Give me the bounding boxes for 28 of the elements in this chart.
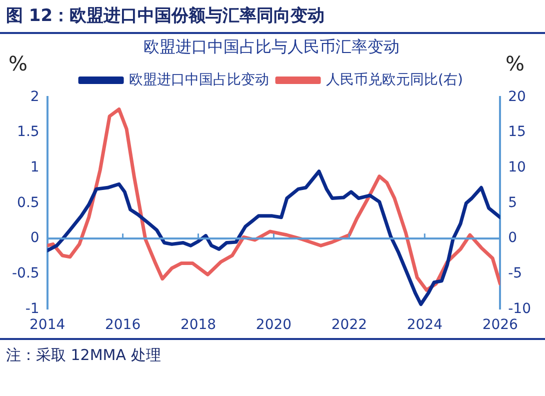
- y2-tick-label: -5: [508, 266, 522, 282]
- chart-title: 图 12：欧盟进口中国份额与汇率同向变动: [0, 0, 545, 34]
- y2-tick-label: 5: [508, 194, 518, 211]
- y2-tick-label: 0: [508, 230, 518, 246]
- legend-label: 欧盟进口中国占比变动: [129, 72, 270, 88]
- chart-subtitle: 欧盟进口中国占比与人民币汇率变动: [144, 36, 400, 56]
- x-tick-label: 2026: [482, 317, 518, 334]
- y2-axis-title: %: [505, 51, 525, 76]
- y-tick-label: 0.5: [17, 194, 40, 211]
- y2-tick-label: 15: [508, 124, 526, 140]
- x-tick-label: 2022: [331, 317, 368, 334]
- y-tick-label: -1: [25, 300, 40, 317]
- y-tick-label: 1: [30, 160, 40, 176]
- y-axis-title: %: [8, 51, 28, 76]
- legend-label: 人民币兑欧元同比(右): [326, 72, 463, 88]
- y2-tick-label: -10: [508, 300, 532, 317]
- y-tick-label: 1.5: [17, 124, 40, 140]
- y-tick-label: 0: [30, 230, 40, 246]
- x-tick-label: 2018: [180, 317, 216, 334]
- x-tick-label: 2020: [256, 317, 292, 334]
- text: 注：采取 12MMA 处理: [6, 346, 161, 364]
- y2-tick-label: 20: [508, 88, 526, 105]
- x-tick-label: 2024: [406, 317, 443, 334]
- y2-tick-label: 10: [508, 160, 526, 176]
- x-tick-label: 2016: [104, 317, 141, 334]
- y-tick-label: -0.5: [12, 266, 40, 282]
- y-tick-label: 2: [30, 88, 40, 105]
- x-tick-label: 2014: [29, 317, 66, 334]
